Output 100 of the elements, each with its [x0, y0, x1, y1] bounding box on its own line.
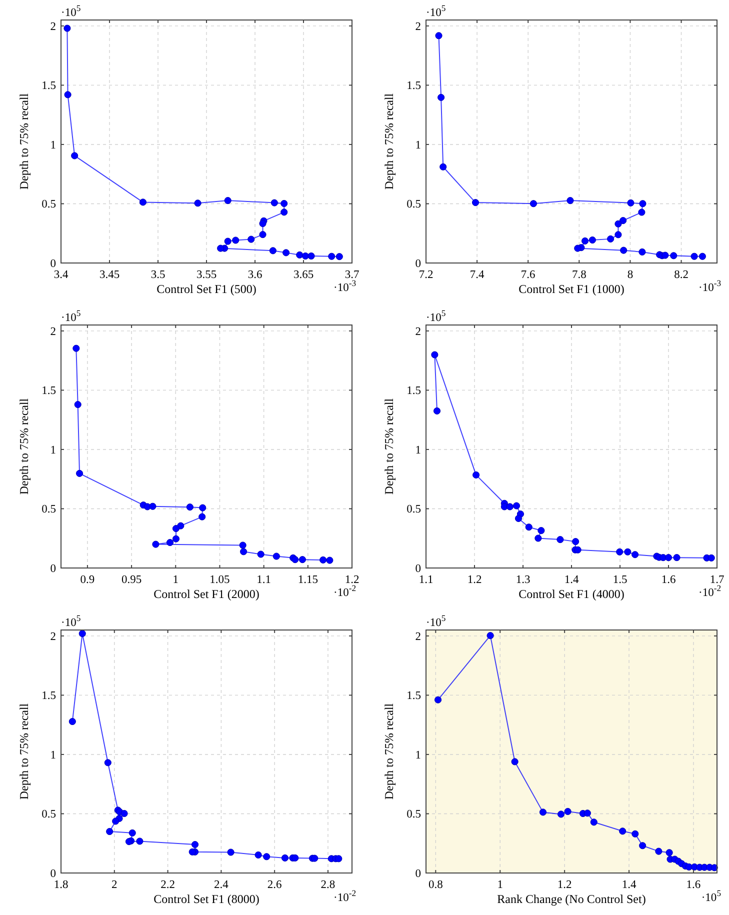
point	[281, 854, 289, 862]
point	[670, 252, 678, 260]
text: ·10$^{-2}$	[333, 583, 356, 599]
y-tick-label: 0	[415, 563, 422, 575]
point	[199, 504, 206, 512]
point	[556, 536, 564, 544]
point	[259, 231, 266, 238]
point	[627, 199, 634, 206]
x-tick-label: 1.15	[298, 574, 318, 586]
point	[308, 252, 315, 260]
point	[619, 828, 626, 835]
point	[64, 91, 72, 98]
point	[530, 200, 538, 208]
point	[584, 810, 591, 817]
text: ·10$^{5}$	[426, 308, 446, 324]
point	[472, 471, 480, 478]
y-tick-label: 0	[415, 868, 422, 880]
x-tick-label: 1.4	[622, 879, 636, 891]
y-tick-label: 0	[50, 868, 56, 880]
point	[191, 841, 199, 848]
text: ·10$^{5}$	[61, 308, 81, 324]
point	[152, 540, 160, 548]
x-tick-label: 1	[172, 574, 179, 586]
x-tick-label: 1.1	[256, 574, 272, 586]
point	[272, 552, 280, 560]
x-tick-label: 1.8	[54, 879, 68, 891]
point	[257, 550, 264, 558]
point	[574, 546, 582, 554]
point	[438, 94, 445, 101]
point	[616, 548, 624, 556]
point	[269, 247, 276, 254]
y-tick-label: 1.5	[42, 385, 56, 398]
y-axis-title: Depth to 75% recall	[17, 92, 31, 190]
x-tick-label: 3.6	[248, 269, 262, 281]
text: ·10$^{-2}$	[698, 583, 721, 599]
x-tick-label: 3.55	[196, 269, 217, 281]
y-tick-label: 1	[415, 139, 422, 152]
point	[662, 252, 669, 259]
x-tick-label: 2.8	[320, 879, 336, 891]
point	[607, 235, 614, 242]
point	[335, 855, 342, 862]
x-tick-label: 1.3	[516, 574, 530, 586]
point	[664, 554, 672, 562]
y-tick-label: 0.5	[406, 504, 422, 516]
x-tick-label: 1.6	[661, 574, 676, 586]
point	[614, 231, 622, 238]
x-tick-label: 7.2	[418, 269, 434, 281]
point	[511, 758, 518, 766]
point	[514, 514, 522, 522]
x-tick-label: 1.05	[210, 574, 230, 586]
y-axis-title: Depth to 75% recall	[382, 702, 396, 800]
y-tick-label: 1	[50, 749, 56, 762]
x-tick-label: 1.2	[344, 574, 360, 586]
y-tick-label: 2	[415, 20, 422, 33]
y-tick-label: 0.5	[406, 808, 422, 821]
y-tick-label: 1	[415, 444, 422, 456]
x-tick-label: 7.6	[520, 269, 536, 281]
point	[198, 513, 206, 520]
x-tick-label: 3.4	[54, 269, 68, 281]
point	[106, 828, 114, 836]
point	[336, 253, 343, 260]
point	[248, 236, 255, 243]
y-tick-label: 1.5	[406, 80, 422, 92]
point	[328, 252, 336, 260]
point	[172, 535, 180, 542]
point	[632, 830, 639, 838]
text: ·10$^{5}$	[426, 613, 446, 629]
point	[581, 237, 589, 244]
point	[698, 252, 706, 260]
point	[263, 853, 270, 860]
x-tick-label: 1.4	[564, 574, 579, 586]
point	[620, 246, 628, 254]
point	[639, 200, 646, 208]
x-tick-label: 8.2	[674, 269, 689, 281]
point	[149, 502, 156, 510]
x-tick-label: 3.45	[99, 269, 120, 281]
x-axis-title: Control Set F1 (4000)	[518, 587, 624, 601]
x-tick-label: 2.4	[214, 879, 229, 891]
text: ·10$^{-3}$	[698, 278, 721, 294]
point	[614, 220, 622, 228]
point	[296, 251, 304, 258]
y-tick-label: 0.5	[42, 808, 56, 821]
point	[512, 502, 520, 510]
point	[624, 548, 632, 556]
y-tick-label: 1.5	[406, 690, 422, 702]
point	[120, 810, 128, 818]
x-tick-label: 7.4	[470, 269, 484, 281]
y-tick-label: 2	[50, 630, 56, 643]
y-tick-label: 0	[415, 258, 422, 270]
point	[588, 236, 596, 244]
point	[270, 199, 278, 206]
point	[282, 249, 290, 256]
point	[311, 854, 318, 862]
point	[638, 248, 646, 256]
x-tick-label: 0.8	[428, 879, 444, 891]
x-tick-label: 3.5	[150, 269, 166, 281]
text: ·10$^{5}$	[61, 613, 81, 629]
x-axis-title: Control Set F1 (1000)	[518, 282, 624, 296]
x-axis-title: Control Set F1 (8000)	[154, 892, 260, 906]
y-tick-label: 1.5	[42, 690, 56, 702]
